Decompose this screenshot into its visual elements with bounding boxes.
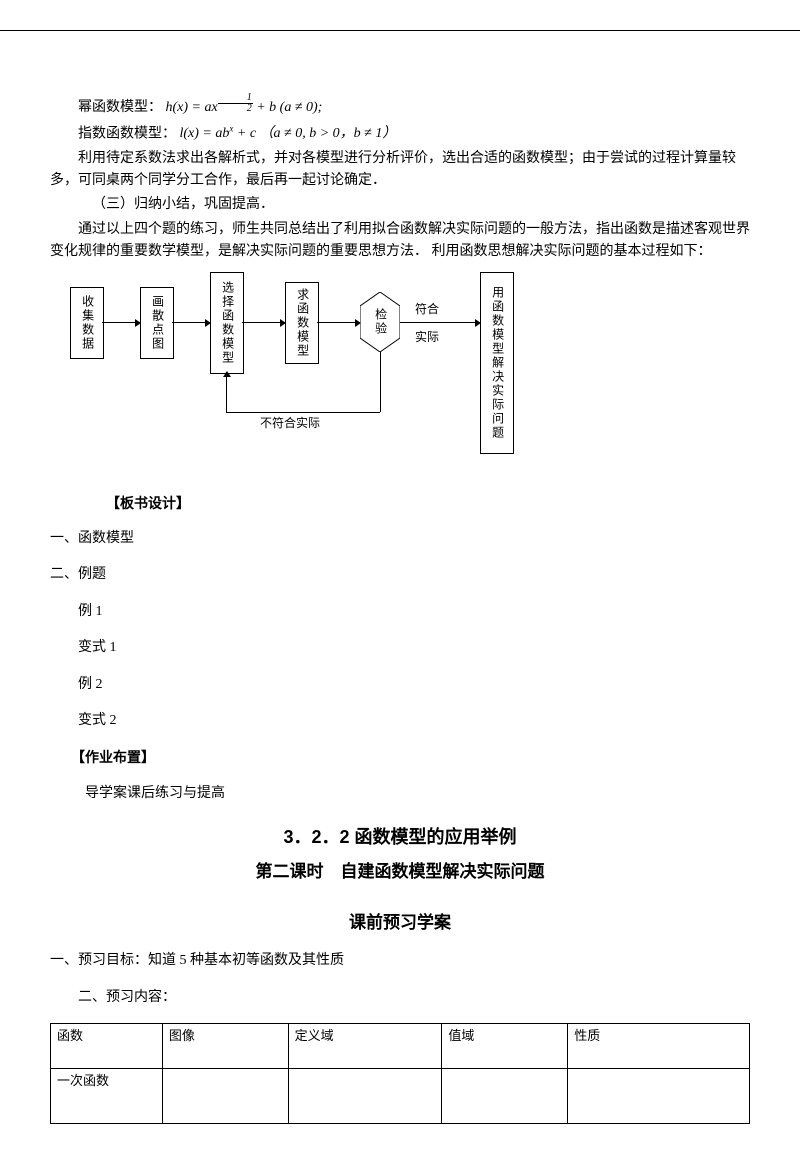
prep-content: 二、预习内容：	[50, 987, 750, 1009]
flowchart: 收集数据 画散点图 选择函数模型 求函数模型 检验 用函数模型解决实际问题 符合…	[70, 272, 630, 472]
flow-label-fit1: 符合	[415, 300, 439, 319]
flow-node-select: 选择函数模型	[210, 272, 244, 374]
table-header-row: 函数 图像 定义域 值域 性质	[51, 1024, 750, 1069]
power-model-expr: h(x) = ax12 + b (a ≠ 0);	[166, 100, 323, 115]
flow-check-label: 检验	[360, 292, 400, 352]
flow-node-check: 检验	[360, 292, 400, 352]
table-col-3: 值域	[442, 1024, 568, 1069]
body-p2: （三）归纳小结，巩固提高．	[50, 194, 750, 216]
flow-loop-horiz	[226, 412, 380, 413]
table-col-1: 图像	[162, 1024, 288, 1069]
exp-model-label: 指数函数模型：	[78, 126, 176, 141]
flow-label-fit2: 实际	[415, 328, 439, 347]
homework-text: 导学案课后练习与提高	[50, 783, 750, 805]
body-p1: 利用待定系数法求出各解析式，并对各模型进行分析评价，选出合适的函数模型；由于尝试…	[50, 148, 750, 193]
board.l6: 变式 2	[50, 710, 750, 732]
board-l1: 一、函数模型	[50, 528, 750, 550]
homework-header: 【作业布置】	[50, 746, 750, 768]
table-cell-empty	[288, 1069, 442, 1124]
table-col-2: 定义域	[288, 1024, 442, 1069]
flow-arrow-3	[242, 322, 285, 323]
flow-node-solve: 求函数模型	[285, 282, 319, 364]
table-row-linear: 一次函数	[51, 1069, 750, 1124]
exp-tail: + c （a ≠ 0, b > 0，b ≠ 1）	[233, 126, 396, 141]
power-model-label: 幂函数模型：	[78, 100, 162, 115]
table-row2-label: 一次函数	[51, 1069, 163, 1124]
flow-loop-down	[380, 352, 381, 412]
board-l4: 变式 1	[50, 637, 750, 659]
exp-model-line: 指数函数模型： l(x) = abx + c （a ≠ 0, b > 0，b ≠…	[50, 122, 750, 146]
power-suffix: + b (a ≠ 0);	[253, 100, 323, 115]
flow-arrow-5	[400, 322, 480, 323]
title-main: 3．2．2 函数模型的应用举例	[50, 823, 750, 852]
exp-model-expr: l(x) = abx + c （a ≠ 0, b > 0，b ≠ 1）	[180, 126, 397, 141]
table-col-4: 性质	[568, 1024, 750, 1069]
prep-goal: 一、预习目标：知道 5 种基本初等函数及其性质	[50, 950, 750, 972]
flow-arrow-4	[317, 322, 360, 323]
flow-node-apply: 用函数模型解决实际问题	[480, 272, 514, 454]
power-model-line: 幂函数模型： h(x) = ax12 + b (a ≠ 0);	[50, 93, 750, 120]
board-l3: 例 1	[50, 601, 750, 623]
prep-table: 函数 图像 定义域 值域 性质 一次函数	[50, 1023, 750, 1124]
page: 幂函数模型： h(x) = ax12 + b (a ≠ 0); 指数函数模型： …	[0, 30, 800, 1164]
title-prestudy: 课前预习学案	[50, 909, 750, 936]
table-cell-empty	[568, 1069, 750, 1124]
table-col-0: 函数	[51, 1024, 163, 1069]
table-cell-empty	[442, 1069, 568, 1124]
flow-loop-up	[226, 372, 227, 412]
flow-arrow-1	[102, 322, 140, 323]
flow-arrow-2	[172, 322, 210, 323]
body-p3: 通过以上四个题的练习，师生共同总结出了利用拟合函数解决实际问题的一般方法，指出函…	[50, 219, 750, 264]
board-l5: 例 2	[50, 674, 750, 696]
title-sub: 第二课时 自建函数模型解决实际问题	[50, 858, 750, 885]
power-prefix: h(x) = ax	[166, 100, 218, 115]
power-exp-den: 2	[218, 104, 253, 114]
board-l2: 二、例题	[50, 564, 750, 586]
flow-label-not: 不符合实际	[260, 414, 320, 433]
exp-prefix: l(x) = ab	[180, 126, 230, 141]
board-header: 【板书设计】	[50, 492, 750, 514]
table-cell-empty	[162, 1069, 288, 1124]
flow-node-collect: 收集数据	[70, 287, 104, 359]
flow-node-scatter: 画散点图	[140, 287, 174, 359]
